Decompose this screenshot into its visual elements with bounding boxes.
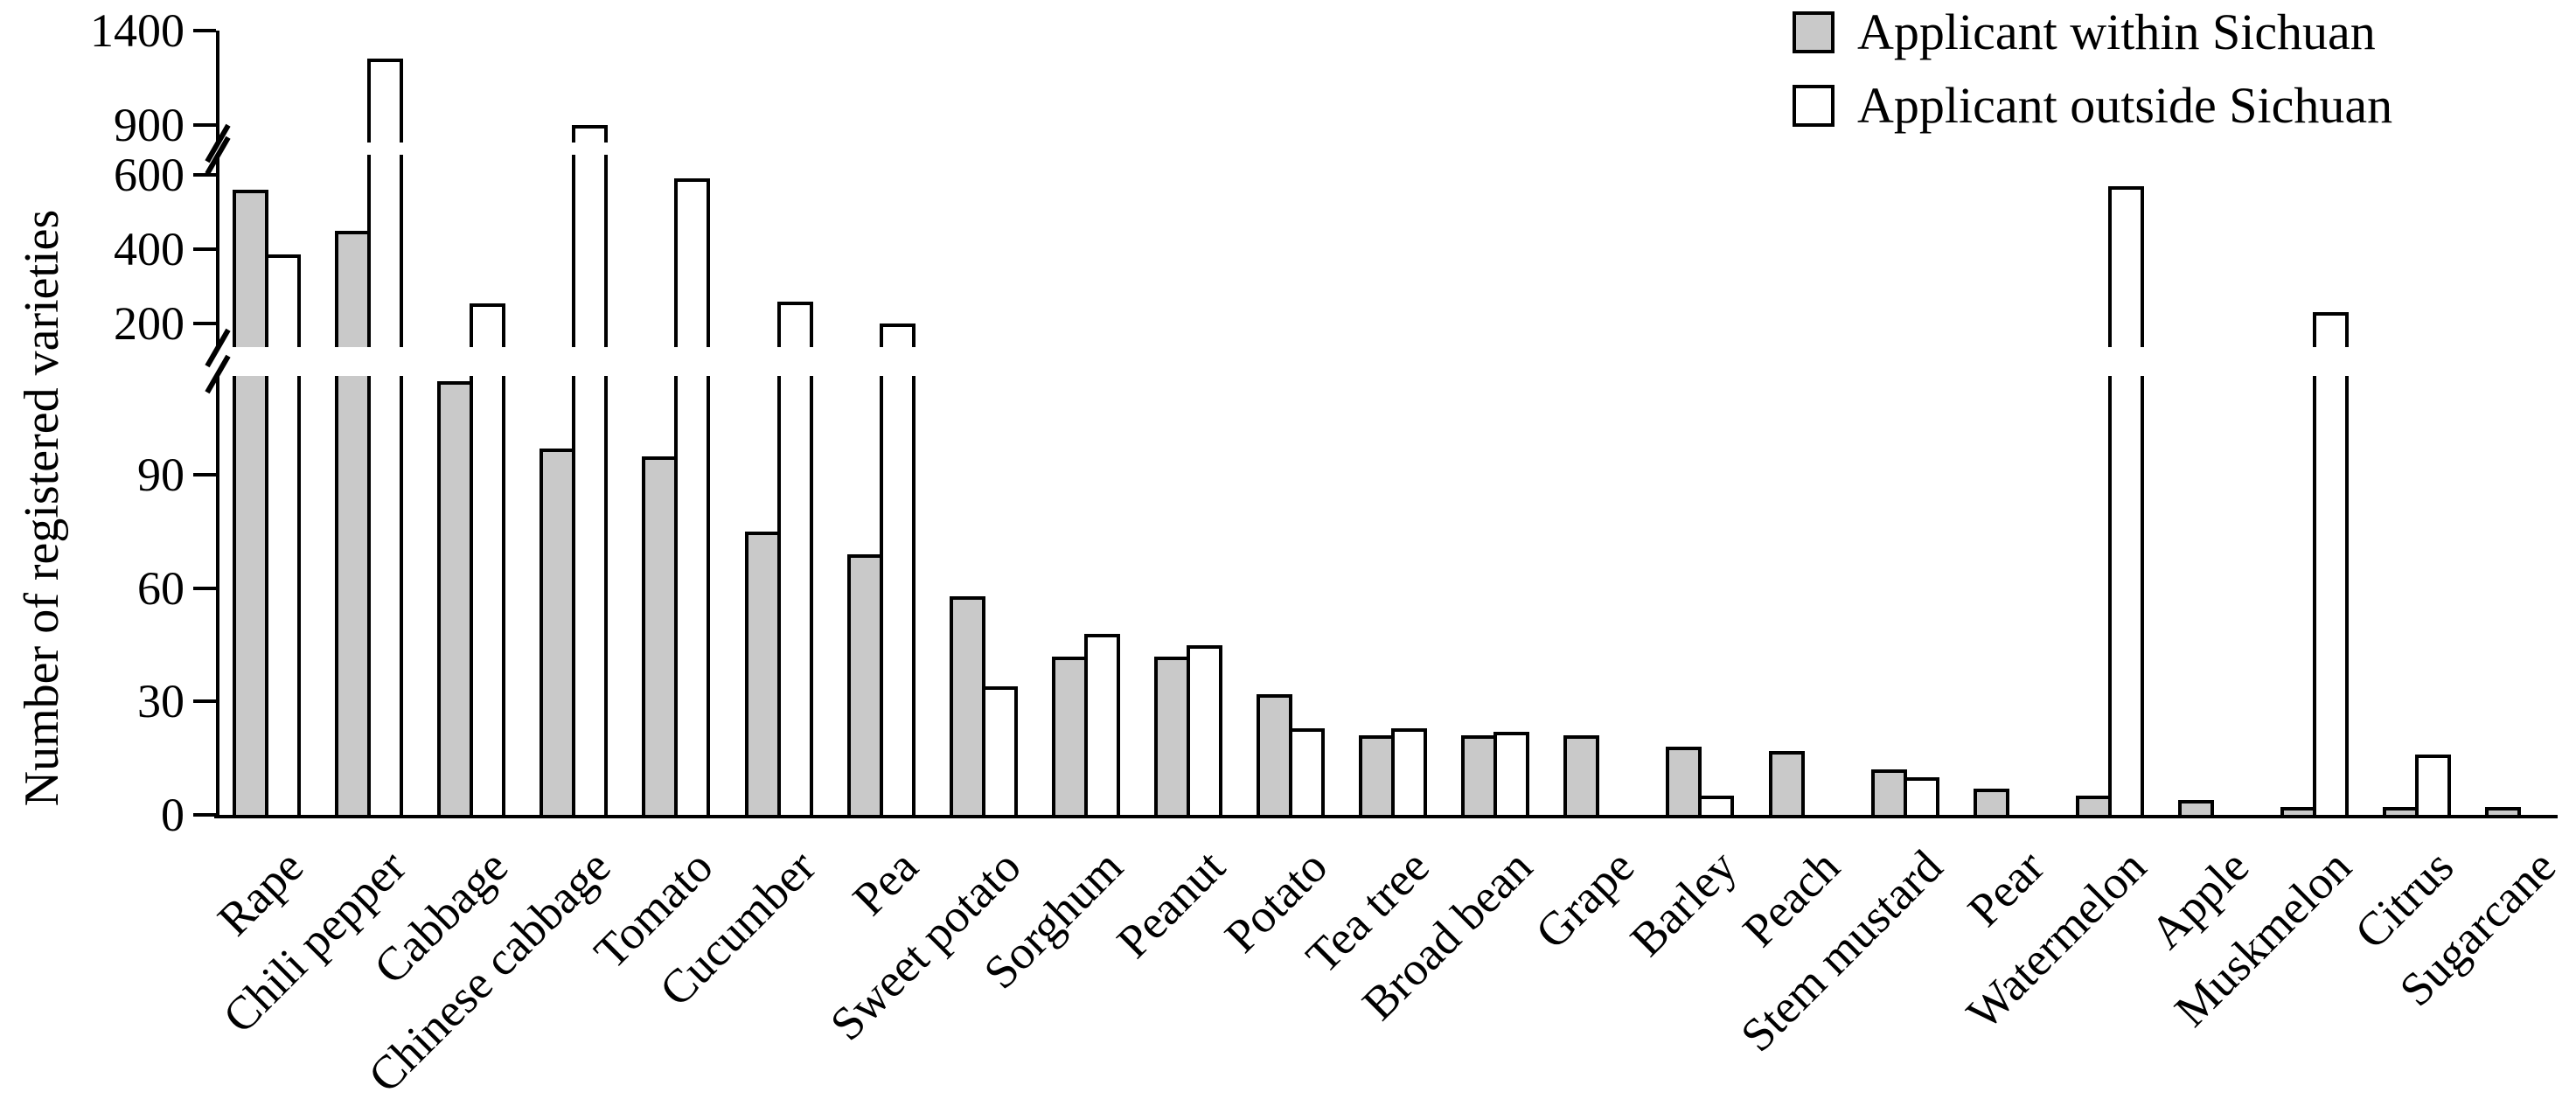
legend-label-within: Applicant within Sichuan xyxy=(1857,3,2376,60)
bar-outside-cucumber xyxy=(777,301,813,347)
bar-outside-tea-tree xyxy=(1391,727,1427,815)
x-label-pea: Pea xyxy=(842,839,929,926)
bar-within-rape xyxy=(233,376,268,815)
bar-outside-sorghum xyxy=(1084,633,1120,815)
y-tick-label-200: 200 xyxy=(114,297,184,350)
bar-within-cabbage xyxy=(437,380,473,815)
bar-outside-pea xyxy=(880,323,916,347)
x-label-peanut: Peanut xyxy=(1106,839,1236,969)
bar-within-stem-mustard xyxy=(1871,769,1907,815)
bar-within-citrus xyxy=(2383,807,2419,815)
x-label-grape: Grape xyxy=(1525,839,1645,959)
y-tick-0 xyxy=(193,813,216,817)
bar-within-cucumber xyxy=(745,532,781,815)
bar-within-peanut xyxy=(1154,656,1190,815)
x-axis-line xyxy=(214,815,2558,818)
bar-outside-cabbage xyxy=(470,376,505,815)
bar-within-chili-pepper xyxy=(335,376,371,815)
bar-outside-barley xyxy=(1698,796,1734,815)
bar-outside-chili-pepper xyxy=(367,155,403,347)
bar-within-peach xyxy=(1769,750,1805,815)
bar-within-chinese-cabbage xyxy=(540,449,575,815)
legend-swatch-within xyxy=(1793,11,1835,53)
bar-outside-muskmelon xyxy=(2313,376,2349,815)
bar-within-pea xyxy=(847,554,883,815)
y-tick-600 xyxy=(193,173,216,177)
legend-label-outside: Applicant outside Sichuan xyxy=(1857,77,2393,134)
bar-within-muskmelon xyxy=(2280,807,2316,815)
bar-outside-potato xyxy=(1289,727,1325,815)
bar-within-grape xyxy=(1563,735,1599,815)
bar-within-tomato xyxy=(642,456,678,815)
y-axis-spine xyxy=(216,155,219,347)
y-tick-90 xyxy=(193,473,216,477)
bar-outside-watermelon xyxy=(2108,185,2144,347)
bar-within-potato xyxy=(1257,693,1292,815)
y-tick-60 xyxy=(193,587,216,590)
bar-outside-chinese-cabbage xyxy=(572,376,608,815)
bar-within-pear xyxy=(1974,788,2009,815)
y-tick-label-400: 400 xyxy=(114,223,184,275)
y-tick-900 xyxy=(193,123,216,127)
y-tick-30 xyxy=(193,699,216,703)
bar-within-broad-bean xyxy=(1461,735,1497,815)
bar-outside-muskmelon xyxy=(2313,312,2349,347)
bar-outside-tomato xyxy=(674,376,710,815)
bar-outside-tomato xyxy=(674,178,710,347)
bar-outside-pea xyxy=(880,376,916,815)
y-tick-label-60: 60 xyxy=(137,562,184,615)
y-axis-spine xyxy=(216,31,219,143)
bar-within-rape xyxy=(233,190,268,347)
bar-outside-rape xyxy=(265,376,301,815)
y-tick-label-30: 30 xyxy=(137,675,184,727)
y-tick-200 xyxy=(193,322,216,325)
y-tick-label-1400: 1400 xyxy=(90,4,184,57)
x-label-barley: Barley xyxy=(1619,839,1747,967)
bar-outside-cucumber xyxy=(777,376,813,815)
y-tick-label-900: 900 xyxy=(114,99,184,151)
bar-within-barley xyxy=(1666,747,1702,815)
bar-outside-peanut xyxy=(1187,644,1222,815)
bar-within-apple xyxy=(2178,799,2214,815)
y-tick-1400 xyxy=(193,29,216,32)
bar-outside-citrus xyxy=(2415,754,2451,815)
bar-outside-watermelon xyxy=(2108,376,2144,815)
bar-within-sorghum xyxy=(1052,656,1088,815)
y-tick-label-600: 600 xyxy=(114,149,184,201)
bar-within-sugarcane xyxy=(2485,807,2521,815)
y-tick-label-90: 90 xyxy=(137,449,184,501)
bar-within-watermelon xyxy=(2076,796,2112,815)
y-axis-spine xyxy=(216,376,219,815)
bar-outside-chili-pepper xyxy=(367,376,403,815)
legend-swatch-outside xyxy=(1793,85,1835,127)
bar-within-sweet-potato xyxy=(950,595,985,815)
bar-outside-chinese-cabbage xyxy=(572,155,608,347)
bar-outside-sweet-potato xyxy=(982,686,1018,815)
y-tick-label-0: 0 xyxy=(161,789,184,841)
bar-outside-cabbage xyxy=(470,303,505,347)
y-tick-400 xyxy=(193,247,216,251)
bar-outside-chili-pepper xyxy=(367,59,403,143)
bar-outside-stem-mustard xyxy=(1904,776,1939,815)
bar-outside-chinese-cabbage xyxy=(572,125,608,143)
bar-outside-broad-bean xyxy=(1493,732,1529,815)
bar-within-tea-tree xyxy=(1359,735,1395,815)
bar-within-chili-pepper xyxy=(335,230,371,347)
bar-outside-rape xyxy=(265,254,301,347)
